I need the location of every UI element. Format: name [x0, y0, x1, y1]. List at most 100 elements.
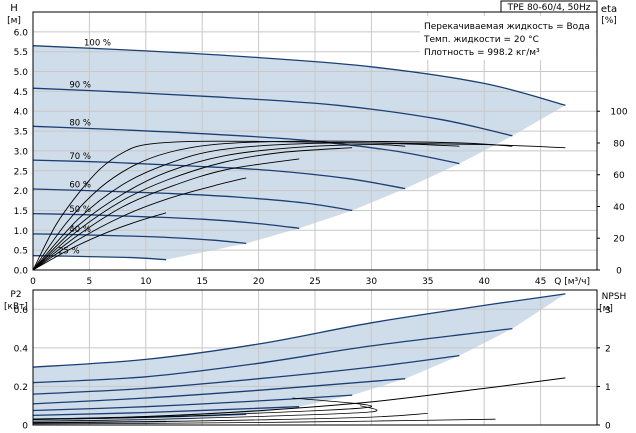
chart-title: TPE 80-60/4, 50Hz — [506, 3, 590, 13]
efficiency-curve — [32, 177, 247, 271]
power-curve — [32, 406, 300, 417]
npsh-curve — [32, 377, 566, 420]
head-curves — [32, 45, 566, 261]
power-curve — [32, 327, 513, 384]
eta-axis-unit: [%] — [601, 16, 617, 26]
eta-tick-label: 40 — [613, 203, 625, 213]
info-line-density: Плотность = 998.2 кг/м³ — [424, 48, 540, 58]
npsh-axis-label: NPSH — [602, 292, 627, 302]
flow-tick-label: 20 — [253, 277, 265, 287]
eta-tick-label: 60 — [613, 171, 625, 181]
speed-label: 70 % — [69, 152, 91, 162]
power-curve — [32, 378, 406, 405]
eta-tick-label: 100 — [610, 108, 627, 118]
speed-labels: 100 % 90 % 80 % 70 % 60 % 50 % 40 % 25 % — [58, 39, 111, 257]
flow-tick-label: 10 — [140, 277, 152, 287]
npsh-tick-label: 2 — [605, 344, 611, 354]
power-tick-label: 0.4 — [14, 344, 29, 354]
flow-tick-label: 45 — [535, 277, 546, 287]
head-tick-label: 0.5 — [14, 247, 28, 257]
efficiency-curve — [32, 158, 300, 271]
speed-label: 40 % — [69, 225, 91, 235]
efficiency-curve — [32, 142, 460, 271]
flow-tick-label: 30 — [366, 277, 378, 287]
head-curve — [32, 255, 167, 261]
power-tick-label: 0.2 — [14, 383, 28, 393]
power-tick-labels: 0 0.2 0.4 0.6 — [14, 306, 29, 432]
head-curve — [32, 188, 353, 212]
speed-label: 25 % — [58, 246, 80, 256]
power-curves — [32, 293, 566, 424]
npsh-tick-label: 3 — [605, 306, 611, 316]
npsh-tick-label: 1 — [605, 383, 611, 393]
power-tick-label: 0 — [22, 422, 28, 432]
npsh-partial-curve — [32, 405, 378, 422]
head-tick-label: 0.0 — [14, 267, 29, 277]
efficiency-curve — [32, 147, 353, 271]
speed-label: 90 % — [69, 81, 91, 91]
npsh-axis-unit: [м] — [599, 304, 613, 314]
head-tick-labels: 0.0 0.5 1.0 1.5 2.0 2.5 3.0 3.5 4.0 4.5 5.0 5.5 6.0 — [14, 28, 29, 276]
npsh-curves — [32, 377, 566, 425]
speed-label: 80 % — [69, 119, 91, 129]
head-tick-label: 1.5 — [14, 207, 28, 217]
head-axis-label: H — [10, 3, 18, 14]
head-curve — [32, 159, 406, 190]
head-tick-label: 3.0 — [14, 147, 29, 157]
head-axis-unit: [м] — [7, 16, 21, 26]
flow-tick-label: 15 — [196, 277, 207, 287]
head-tick-label: 5.5 — [14, 48, 28, 58]
head-tick-label: 3.5 — [14, 128, 28, 138]
flow-tick-label: 40 — [478, 277, 490, 287]
flow-axis-label: Q [м³/ч] — [554, 277, 590, 287]
eta-tick-labels: 0 20 40 60 80 100 — [597, 108, 628, 277]
head-plot-border — [32, 11, 598, 271]
head-tick-label: 2.5 — [14, 167, 28, 177]
power-curve — [32, 354, 460, 395]
power-axis-unit: [кВт] — [4, 302, 28, 312]
efficiency-curve — [32, 212, 167, 271]
head-curve — [32, 125, 460, 165]
power-region — [33, 293, 566, 423]
operating-region — [33, 45, 566, 260]
power-npsh-panel: P2 [кВт] NPSH [м] 0 0.2 0.4 0.6 0 1 2 3 — [4, 289, 627, 432]
power-tick-label: 0.6 — [14, 306, 29, 316]
efficiency-curve — [32, 140, 513, 271]
flow-tick-label: 5 — [87, 277, 93, 287]
npsh-tick-label: 0 — [605, 422, 611, 432]
head-curve — [32, 233, 247, 245]
head-efficiency-panel: 100 %90 %80 %70 %60 %50 %40 %25 % H [м] … — [7, 0, 628, 287]
npsh-partial-curve — [32, 418, 496, 425]
efficiency-curve — [32, 144, 406, 271]
info-box — [420, 16, 596, 60]
flow-tick-label: 0 — [30, 277, 36, 287]
power-plot-border — [32, 289, 598, 426]
flow-tick-labels: 0 5 10 15 20 25 30 35 40 45 — [30, 277, 546, 287]
npsh-partial-curve — [32, 413, 428, 424]
head-tick-label: 4.5 — [14, 88, 28, 98]
info-line-temp: Темп. жидкости = 20 °C — [423, 35, 539, 45]
eta-tick-label: 80 — [613, 140, 625, 150]
flow-tick-label: 25 — [309, 277, 320, 287]
npsh-tick-labels: 0 1 2 3 — [597, 306, 611, 432]
speed-label: 100 % — [84, 39, 111, 49]
head-tick-label: 1.0 — [14, 227, 29, 237]
npsh-partial-curve — [32, 397, 372, 420]
title-box — [500, 0, 598, 13]
efficiency-curve — [32, 140, 566, 271]
head-tick-label: 4.0 — [14, 108, 29, 118]
head-curve — [32, 212, 300, 229]
power-curve — [32, 293, 566, 368]
eta-tick-label: 0 — [616, 267, 622, 277]
head-tick-label: 5.0 — [14, 68, 29, 78]
info-line-fluid: Перекачиваемая жидкость = Вода — [424, 22, 590, 32]
flow-tick-label: 35 — [422, 277, 433, 287]
efficiency-curves — [32, 140, 566, 271]
head-tick-label: 6.0 — [14, 28, 29, 38]
speed-label: 60 % — [69, 181, 91, 191]
head-tick-label: 2.0 — [14, 187, 29, 197]
head-curve — [32, 87, 513, 137]
head-curve — [32, 45, 566, 106]
eta-axis-label: eta — [601, 4, 617, 15]
